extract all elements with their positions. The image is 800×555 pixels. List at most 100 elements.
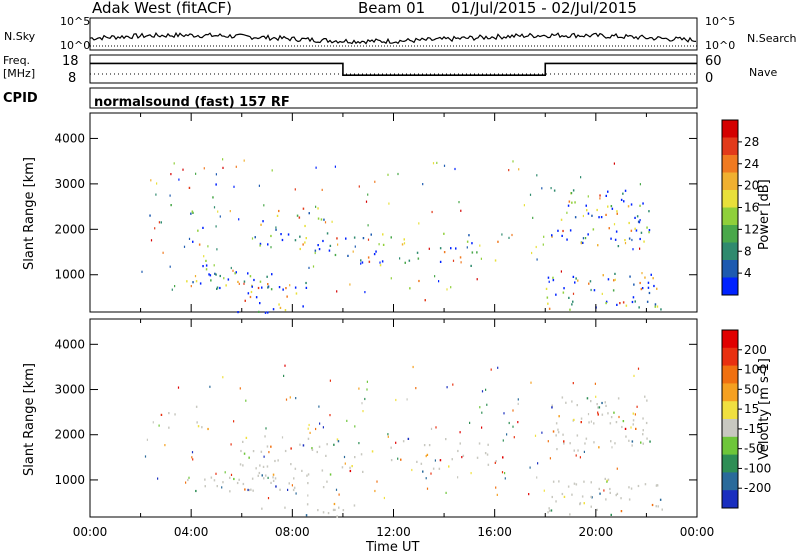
heat-cell [276, 214, 279, 217]
heat-cell [284, 364, 286, 367]
heat-cell [281, 238, 284, 242]
heat-cell [361, 402, 363, 405]
heat-cell [589, 280, 592, 283]
colorbar-swatch [722, 172, 738, 191]
heat-cell [632, 423, 634, 426]
heat-cell [642, 202, 644, 205]
heat-cell [371, 450, 374, 453]
heat-cell [469, 421, 471, 424]
heat-cell [431, 210, 433, 214]
heat-cell [362, 410, 364, 413]
heat-cell [547, 276, 550, 279]
heat-cell [388, 202, 390, 205]
ytick-label: 3000 [54, 177, 85, 191]
heat-cell [608, 227, 610, 230]
heat-cell [596, 508, 598, 511]
heat-cell [267, 476, 269, 479]
heat-cell [319, 422, 321, 425]
heat-cell [571, 493, 573, 496]
heat-cell [162, 251, 164, 254]
heat-cell [257, 286, 260, 290]
heat-cell [496, 493, 498, 496]
heat-cell [577, 449, 579, 452]
colorbar-tick-label: 24 [744, 157, 759, 171]
heat-cell [497, 240, 499, 243]
heat-cell [552, 480, 555, 483]
heat-cell [170, 204, 172, 207]
heat-cell [154, 227, 156, 230]
heat-cell [593, 441, 595, 444]
heat-cell [213, 479, 216, 482]
heat-cell [187, 478, 189, 482]
heat-cell [278, 286, 281, 289]
heat-cell [177, 386, 180, 389]
heat-cell [567, 204, 570, 207]
heat-cell [242, 464, 244, 467]
heat-cell [216, 485, 218, 488]
heat-cell [624, 242, 627, 245]
heat-cell [295, 292, 298, 295]
heat-cell [258, 184, 260, 187]
heat-cell [260, 450, 263, 453]
heat-cell [202, 265, 204, 268]
colorbar-swatch [722, 137, 738, 156]
heat-cell [222, 376, 224, 379]
heat-cell [420, 462, 423, 465]
heat-cell [284, 506, 286, 509]
heat-cell [572, 275, 575, 278]
nsky-tick-top: 10^5 [60, 15, 91, 28]
heat-cell [328, 249, 331, 252]
heat-cell [553, 189, 556, 192]
heat-cell [536, 258, 538, 261]
heat-cell [639, 183, 641, 186]
heat-cell [634, 413, 636, 416]
heat-cell [572, 300, 574, 303]
heat-cell [403, 238, 405, 241]
heat-cell [406, 398, 408, 401]
heat-cell [245, 399, 247, 402]
heat-cell [374, 489, 376, 493]
heat-cell [637, 484, 640, 488]
heat-cell [607, 278, 610, 281]
heat-cell [366, 388, 368, 391]
heat-cell [146, 438, 148, 441]
heat-cell [634, 216, 636, 219]
heat-cell [548, 509, 551, 512]
heat-cell [160, 221, 162, 224]
heat-cell [502, 439, 504, 442]
heat-cell [229, 210, 231, 213]
heat-cell [251, 285, 253, 288]
beam-label: Beam 01 [358, 0, 426, 17]
heat-cell [258, 310, 260, 313]
heat-cell [466, 240, 469, 243]
heat-cell [194, 275, 197, 278]
heat-cell [375, 250, 377, 253]
heat-cell [633, 374, 635, 377]
heat-cell [305, 286, 308, 289]
heat-cell [644, 395, 646, 398]
heat-cell [251, 477, 254, 480]
heat-cell [572, 189, 575, 192]
heat-cell [354, 425, 356, 428]
heat-cell [222, 166, 224, 169]
colorbar-tick-label: 28 [744, 135, 759, 149]
heat-cell [238, 218, 240, 221]
heat-cell [599, 194, 601, 197]
heat-cell [485, 388, 487, 391]
heat-cell [630, 426, 632, 429]
colorbar-tick-label: -15 [744, 422, 764, 436]
heat-cell [562, 229, 564, 233]
heat-cell [316, 450, 318, 454]
heat-cell [285, 398, 288, 401]
nsky-label: N.Sky [4, 30, 36, 43]
heat-cell [290, 463, 292, 466]
heat-cell [239, 387, 241, 390]
heat-cell [601, 292, 603, 295]
heat-cell [592, 228, 595, 231]
heat-cell [344, 462, 346, 465]
heat-cell [471, 251, 474, 254]
heat-cell [169, 265, 171, 268]
colorbar-tick-label: 100 [744, 363, 767, 377]
heat-cell [308, 423, 310, 427]
heat-cell [619, 302, 621, 305]
